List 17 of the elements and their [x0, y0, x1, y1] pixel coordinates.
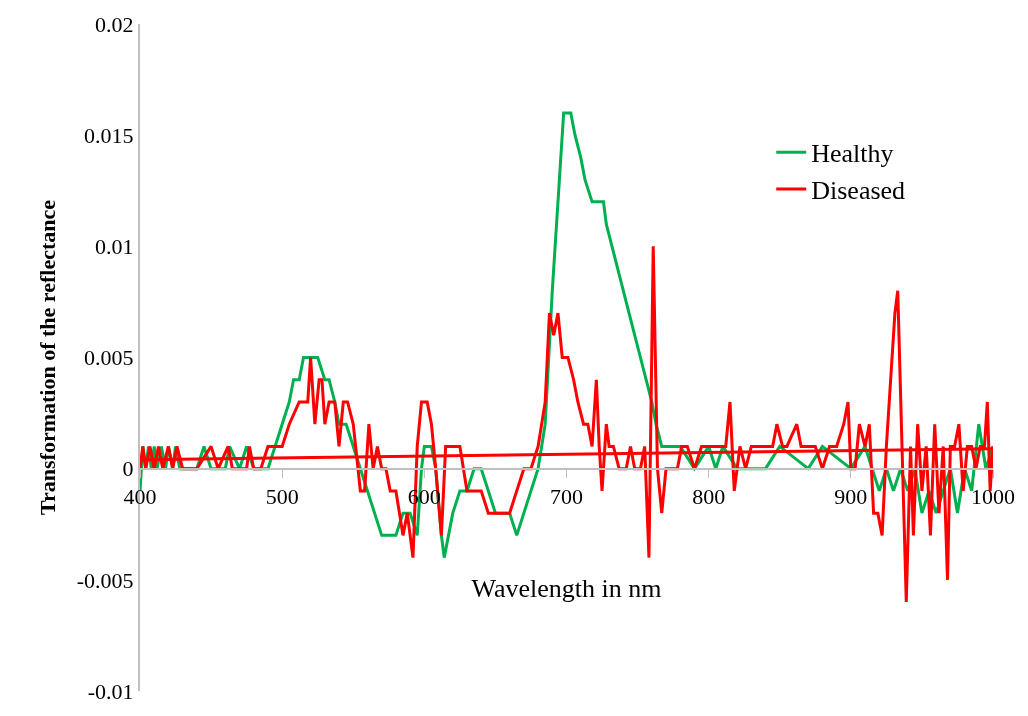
y-tick-label: 0	[122, 456, 134, 482]
y-tick-label: -0.005	[76, 567, 134, 593]
y-tick-label: 0.005	[84, 345, 134, 371]
y-axis-title: Transformation of the reflectance	[35, 199, 61, 516]
y-tick-label: 0.015	[84, 122, 134, 148]
x-tick-label: 800	[692, 484, 726, 510]
x-tick-label: 1000	[971, 484, 1015, 510]
x-tick-label: 400	[123, 484, 157, 510]
legend-label: Diseased	[811, 176, 906, 206]
y-tick-label: -0.01	[87, 678, 134, 704]
x-tick-label: 500	[265, 484, 299, 510]
y-tick-label: 0.01	[95, 234, 134, 260]
y-tick-label: 0.02	[95, 11, 134, 37]
x-tick-label: 900	[834, 484, 868, 510]
x-axis-title: Wavelength in nm	[471, 574, 662, 604]
x-tick-label: 700	[550, 484, 583, 510]
legend-label: Healthy	[811, 139, 894, 169]
